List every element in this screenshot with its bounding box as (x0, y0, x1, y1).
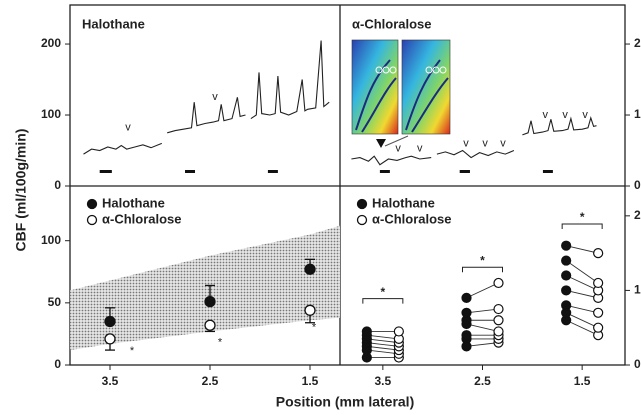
legend-label: α-Chloralose (102, 211, 182, 226)
trace (351, 156, 431, 165)
animal-point (594, 323, 603, 332)
y-tick-label: 100 (41, 233, 61, 247)
y-tick-label: 50 (48, 295, 62, 309)
annotation: v (500, 137, 506, 149)
annotation: * (130, 345, 135, 357)
annotation: v (395, 142, 401, 154)
legend-label: α-Chloralose (372, 211, 452, 226)
stimulus-bar (543, 170, 553, 173)
stimulus-bar (185, 170, 195, 173)
animal-point (562, 256, 571, 265)
annotation: v (542, 109, 548, 121)
animal-point (562, 286, 571, 295)
y-axis-label: CBF (ml/100g/min) (13, 129, 29, 252)
stimulus-bar (380, 170, 390, 173)
animal-point (494, 278, 503, 287)
y-tick-label: 100 (634, 283, 641, 297)
trace (437, 151, 514, 158)
annotation: v (417, 142, 423, 154)
x-tick-label: 2.5 (202, 374, 219, 388)
animal-point (494, 316, 503, 325)
legend-marker (358, 216, 367, 225)
mean-point (105, 316, 115, 326)
x-tick-label: 3.5 (102, 374, 119, 388)
annotation: v (482, 137, 488, 149)
annotation: v (212, 91, 218, 103)
legend-marker (358, 200, 367, 209)
y-tick-label: 0 (54, 357, 61, 371)
significance-bracket (562, 224, 602, 229)
y-tick-label: 200 (634, 208, 641, 222)
animal-point (394, 327, 403, 336)
mean-point (305, 264, 315, 274)
panel-title: α-Chloralose (352, 16, 432, 31)
legend-label: Halothane (102, 195, 165, 210)
animal-point (562, 271, 571, 280)
mean-point (105, 334, 115, 344)
arrowhead (376, 139, 386, 148)
significance-star: * (381, 285, 386, 299)
animal-point (594, 249, 603, 258)
y-tick-label: 200 (634, 36, 641, 50)
stimulus-bar (100, 170, 112, 173)
stimulus-bar (460, 170, 470, 173)
annotation: v (125, 122, 131, 134)
x-tick-label: 1.5 (574, 374, 591, 388)
y-tick-label: 100 (41, 107, 61, 121)
mean-point (305, 305, 315, 315)
y-tick-label: 200 (41, 36, 61, 50)
stimulus-bar (268, 170, 278, 173)
significance-bracket (363, 299, 403, 304)
y-tick-label: 100 (634, 107, 641, 121)
y-tick-label: 0 (54, 178, 61, 192)
significance-star: * (580, 210, 585, 224)
figure: CBF (ml/100g/min) Position (mm lateral) … (0, 0, 641, 415)
panel-title: Halothane (82, 16, 145, 31)
x-tick-label: 1.5 (302, 374, 319, 388)
annotation: * (218, 337, 223, 349)
significance-bracket (463, 267, 503, 272)
legend-marker (88, 216, 97, 225)
pair-line (566, 261, 598, 283)
y-tick-label: 0 (634, 178, 641, 192)
y-tick-label: 0 (634, 357, 641, 371)
inset-images (352, 40, 450, 148)
animal-point (494, 305, 503, 314)
mean-point (205, 297, 215, 307)
significance-star: * (480, 253, 485, 267)
animal-point (462, 293, 471, 302)
animal-point (462, 331, 471, 340)
pair-line (467, 283, 499, 298)
animal-point (562, 301, 571, 310)
animal-point (494, 327, 503, 336)
animal-point (594, 278, 603, 287)
x-tick-label: 3.5 (375, 374, 392, 388)
legend-marker (88, 200, 97, 209)
annotation: v (562, 109, 568, 121)
legend-label: Halothane (372, 195, 435, 210)
x-axis-label: Position (mm lateral) (276, 394, 414, 410)
animal-point (362, 327, 371, 336)
animal-point (594, 308, 603, 317)
animal-point (562, 241, 571, 250)
trace (84, 143, 162, 154)
trace (251, 41, 329, 119)
annotation: v (463, 137, 469, 149)
x-tick-label: 2.5 (474, 374, 491, 388)
trace (167, 97, 245, 133)
mean-point (205, 320, 215, 330)
animal-point (462, 308, 471, 317)
annotation: * (312, 322, 317, 334)
annotation: v (582, 109, 588, 121)
